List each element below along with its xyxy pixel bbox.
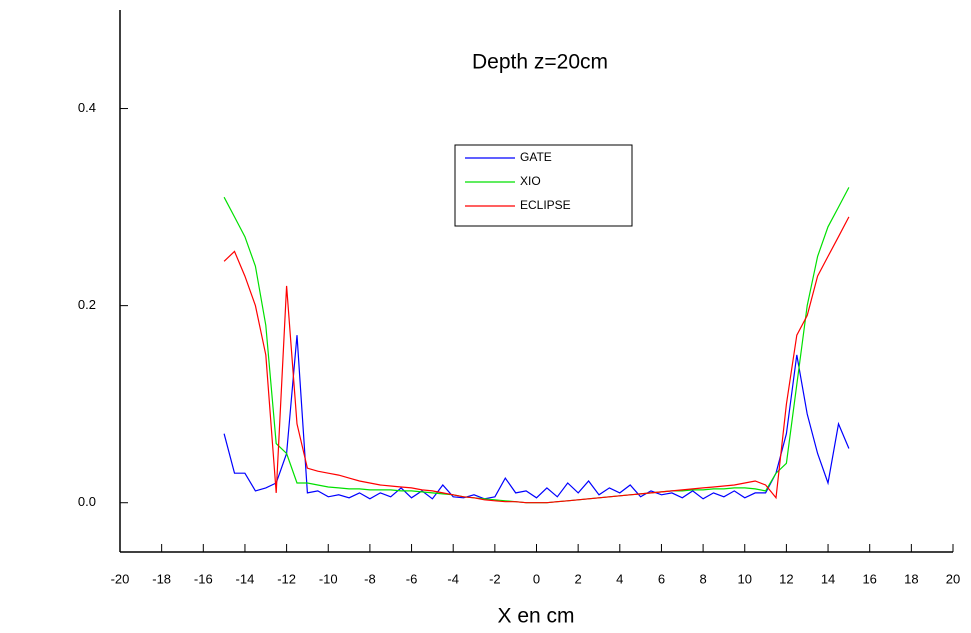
series-line xyxy=(223,216,850,504)
x-tick-label: 2 xyxy=(575,571,582,586)
x-tick-label: 8 xyxy=(699,571,706,586)
x-tick-label: 18 xyxy=(904,571,918,586)
x-tick-label: -14 xyxy=(236,571,255,586)
x-tick-label: -2 xyxy=(489,571,501,586)
x-tick-label: 0 xyxy=(533,571,540,586)
x-tick-label: -10 xyxy=(319,571,338,586)
series-line xyxy=(223,335,850,500)
x-tick-label: 20 xyxy=(946,571,960,586)
x-tick-label: 12 xyxy=(779,571,793,586)
x-tick-label: 4 xyxy=(616,571,623,586)
y-tick-label: 0.2 xyxy=(78,297,96,312)
legend-label: ECLIPSE xyxy=(520,198,571,212)
x-tick-label: 14 xyxy=(821,571,835,586)
x-tick-label: 16 xyxy=(862,571,876,586)
x-tick-label: -12 xyxy=(277,571,296,586)
series-line xyxy=(223,187,850,504)
legend-label: GATE xyxy=(520,150,552,164)
x-axis-label: X en cm xyxy=(497,605,574,628)
x-tick-label: 6 xyxy=(658,571,665,586)
x-tick-label: -16 xyxy=(194,571,213,586)
x-tick-label: -8 xyxy=(364,571,376,586)
y-tick-label: 0.4 xyxy=(78,100,96,115)
legend-label: XIO xyxy=(520,174,541,188)
x-tick-label: -18 xyxy=(152,571,171,586)
x-tick-label: 10 xyxy=(738,571,752,586)
x-tick-label: -6 xyxy=(406,571,418,586)
x-tick-label: -20 xyxy=(111,571,130,586)
x-tick-label: -4 xyxy=(447,571,459,586)
y-tick-label: 0.0 xyxy=(78,494,96,509)
chart-title: Depth z=20cm xyxy=(472,51,608,74)
